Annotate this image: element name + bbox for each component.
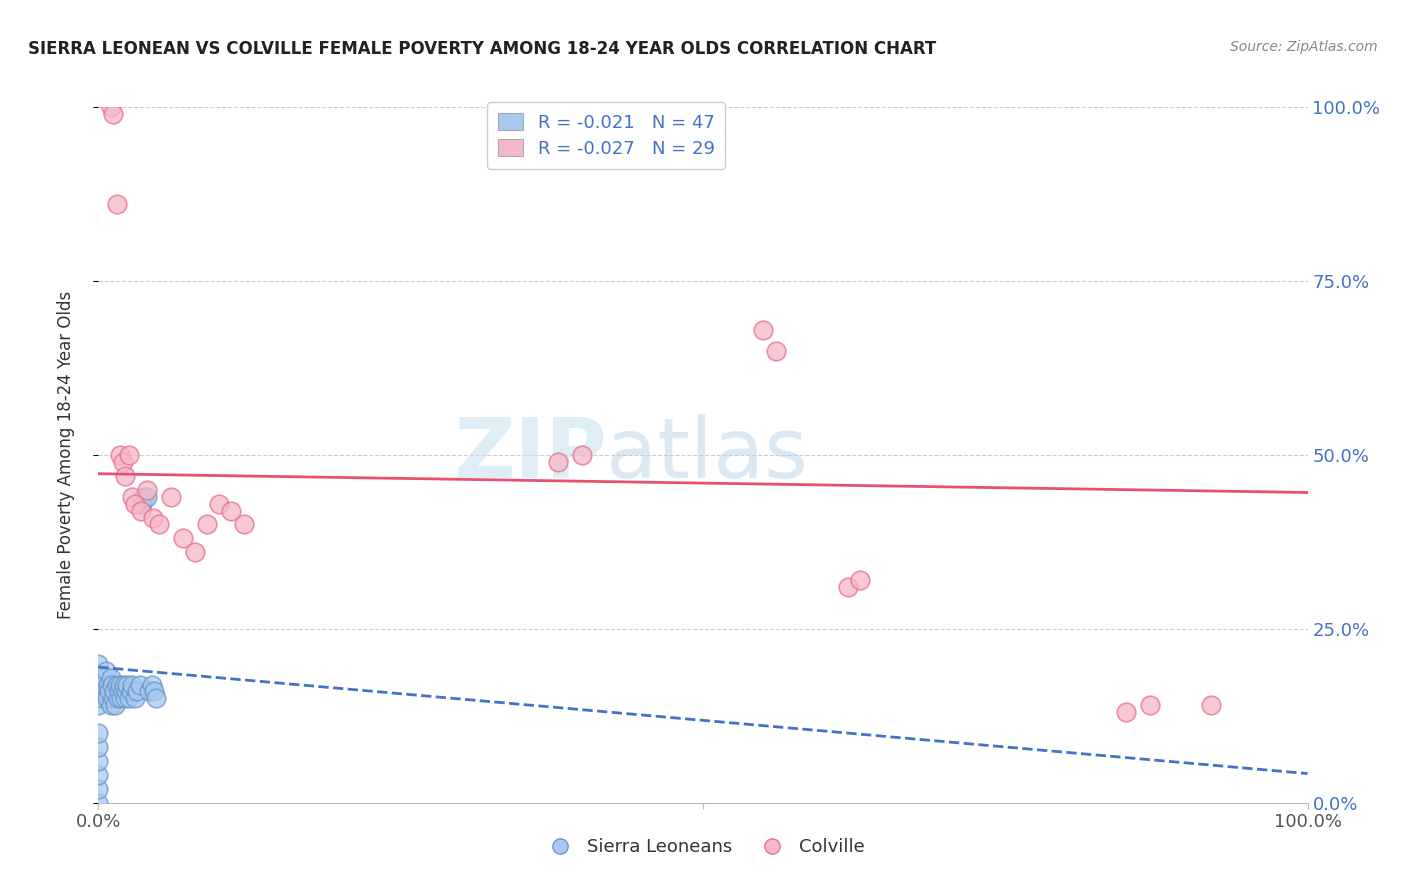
Point bbox=[143, 684, 166, 698]
Point bbox=[91, 691, 114, 706]
Point bbox=[1199, 698, 1222, 713]
Point bbox=[104, 698, 127, 713]
Point bbox=[571, 448, 593, 462]
Point bbox=[87, 796, 110, 810]
Point bbox=[98, 684, 121, 698]
Point bbox=[97, 677, 120, 691]
Point bbox=[121, 490, 143, 504]
Point bbox=[103, 684, 125, 698]
Point bbox=[148, 517, 170, 532]
Point bbox=[94, 664, 117, 678]
Point bbox=[547, 455, 569, 469]
Point bbox=[87, 781, 110, 796]
Point bbox=[96, 691, 118, 706]
Point bbox=[121, 677, 143, 691]
Point bbox=[160, 490, 183, 504]
Point bbox=[134, 490, 156, 504]
Point bbox=[135, 490, 157, 504]
Point bbox=[93, 671, 115, 685]
Point bbox=[765, 343, 787, 358]
Point bbox=[752, 323, 775, 337]
Point bbox=[124, 691, 146, 706]
Point bbox=[1115, 706, 1137, 720]
Point bbox=[100, 671, 122, 685]
Point bbox=[111, 455, 134, 469]
Point bbox=[101, 691, 124, 706]
Point bbox=[172, 532, 194, 546]
Point bbox=[232, 517, 254, 532]
Point bbox=[117, 677, 139, 691]
Point bbox=[87, 671, 110, 685]
Y-axis label: Female Poverty Among 18-24 Year Olds: Female Poverty Among 18-24 Year Olds bbox=[56, 291, 75, 619]
Point bbox=[131, 497, 153, 511]
Point bbox=[112, 677, 135, 691]
Point bbox=[141, 677, 163, 691]
Point bbox=[87, 768, 110, 782]
Text: Source: ZipAtlas.com: Source: ZipAtlas.com bbox=[1230, 40, 1378, 54]
Point bbox=[87, 754, 110, 768]
Legend: Sierra Leoneans, Colville: Sierra Leoneans, Colville bbox=[534, 831, 872, 863]
Point bbox=[849, 573, 872, 587]
Point bbox=[87, 698, 110, 713]
Point bbox=[87, 684, 110, 698]
Point bbox=[184, 545, 207, 559]
Point bbox=[837, 580, 859, 594]
Point bbox=[110, 691, 132, 706]
Text: SIERRA LEONEAN VS COLVILLE FEMALE POVERTY AMONG 18-24 YEAR OLDS CORRELATION CHAR: SIERRA LEONEAN VS COLVILLE FEMALE POVERT… bbox=[28, 40, 936, 58]
Point bbox=[87, 657, 110, 671]
Point bbox=[120, 684, 142, 698]
Point bbox=[114, 468, 136, 483]
Text: ZIP: ZIP bbox=[454, 415, 606, 495]
Point bbox=[118, 691, 141, 706]
Point bbox=[208, 497, 231, 511]
Point bbox=[105, 197, 128, 211]
Point bbox=[135, 483, 157, 497]
Point bbox=[105, 677, 128, 691]
Point bbox=[100, 698, 122, 713]
Point bbox=[108, 448, 131, 462]
Text: atlas: atlas bbox=[606, 415, 808, 495]
Point bbox=[87, 740, 110, 755]
Point bbox=[145, 691, 167, 706]
Point bbox=[108, 677, 131, 691]
Point bbox=[107, 691, 129, 706]
Point bbox=[111, 684, 134, 698]
Point bbox=[124, 497, 146, 511]
Point bbox=[91, 684, 114, 698]
Point bbox=[114, 691, 136, 706]
Point bbox=[100, 100, 122, 114]
Point bbox=[1139, 698, 1161, 713]
Point bbox=[129, 503, 152, 517]
Point bbox=[221, 503, 243, 517]
Point bbox=[195, 517, 218, 532]
Point bbox=[127, 684, 149, 698]
Point bbox=[128, 677, 150, 691]
Point bbox=[93, 677, 115, 691]
Point bbox=[138, 684, 160, 698]
Point bbox=[118, 448, 141, 462]
Point bbox=[115, 684, 138, 698]
Point bbox=[100, 677, 122, 691]
Point bbox=[101, 107, 124, 121]
Point bbox=[108, 684, 131, 698]
Point bbox=[87, 726, 110, 740]
Point bbox=[142, 510, 165, 524]
